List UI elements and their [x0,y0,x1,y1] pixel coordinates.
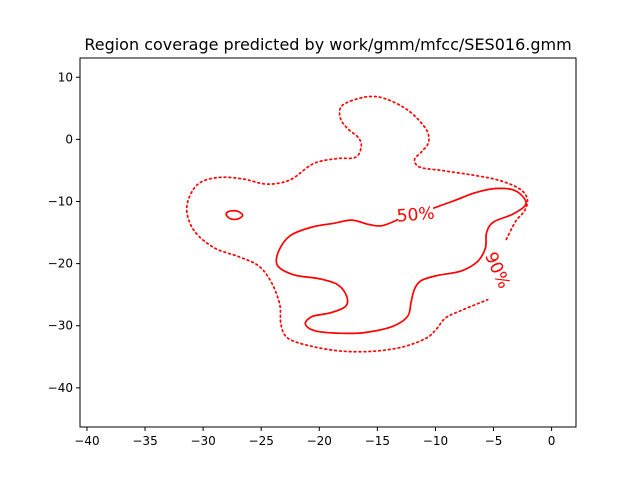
y-tick-label: 10 [58,70,73,84]
y-axis: 10 0 −10 −20 −30 −40 [48,70,80,395]
y-tick-label: −30 [48,319,73,333]
x-tick-label: 0 [548,434,556,448]
x-axis: −40 −35 −30 −25 −20 −15 −10 −5 0 [74,427,555,448]
contour-50pct-path [275,187,527,335]
chart-title: Region coverage predicted by work/gmm/mf… [84,35,571,54]
contour-50pct-path [225,209,244,221]
x-tick-label: −10 [423,434,448,448]
contour-90pct-path [185,95,529,353]
x-tick-label: −15 [365,434,390,448]
plot-frame [79,57,577,428]
y-tick-label: −20 [48,257,73,271]
x-tick-label: −20 [307,434,332,448]
y-tick-label: −10 [48,195,73,209]
x-tick-label: −35 [132,434,157,448]
contour-label-layer: 50% 90% [396,204,514,292]
x-tick-label: −25 [249,434,274,448]
x-tick-label: −30 [190,434,215,448]
contour-label: 50% [396,204,435,227]
y-tick-label: −40 [48,381,73,395]
contour-layer [185,95,529,353]
contour-label: 90% [480,249,514,292]
x-tick-label: −40 [74,434,99,448]
y-tick-label: 0 [65,132,73,146]
x-tick-label: −5 [485,434,503,448]
